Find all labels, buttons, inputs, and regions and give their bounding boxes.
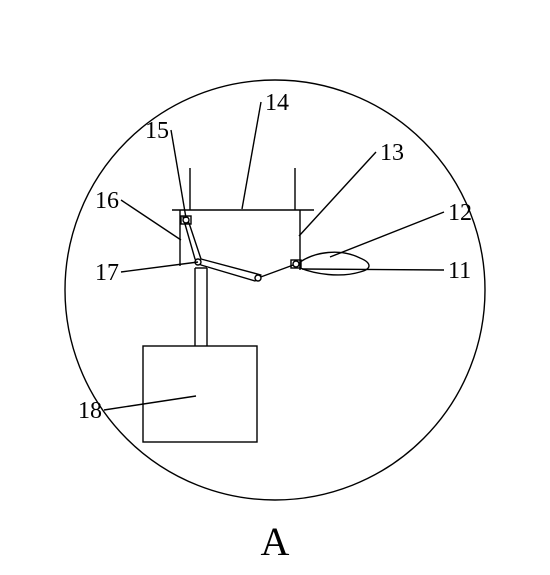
label-14: 14 — [265, 90, 289, 116]
label-15: 15 — [145, 118, 169, 144]
label-18: 18 — [78, 398, 102, 424]
leader-11 — [302, 269, 444, 270]
detail-title: A — [261, 519, 290, 564]
label-11: 11 — [448, 258, 471, 284]
label-16: 16 — [95, 188, 119, 214]
pin-mid — [255, 275, 261, 281]
label-12: 12 — [448, 200, 472, 226]
pin-right — [293, 261, 299, 267]
label-17: 17 — [95, 260, 119, 286]
background — [0, 0, 550, 575]
label-13: 13 — [380, 140, 404, 166]
